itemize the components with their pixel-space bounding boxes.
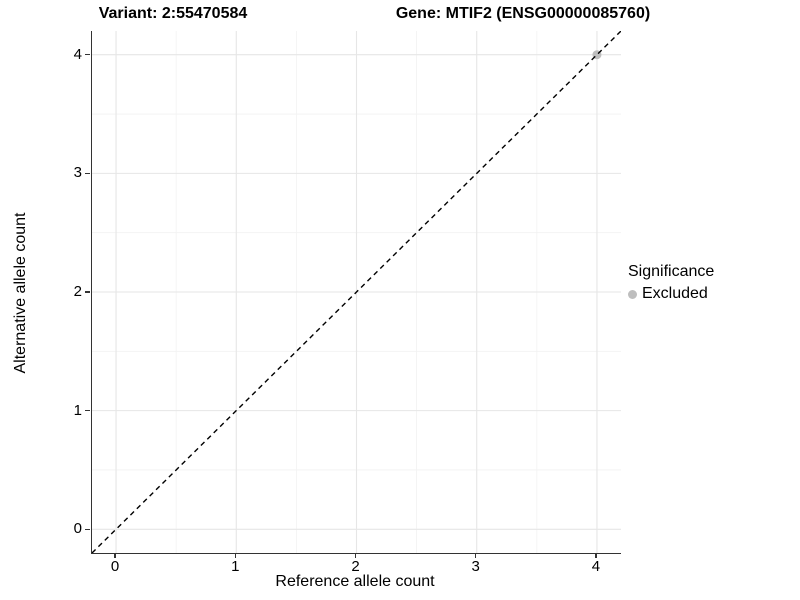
x-axis-tick-label: 0: [110, 558, 120, 575]
plot-panel: [91, 31, 621, 554]
y-axis-tick-mark: [85, 528, 90, 531]
x-axis-tick-mark: [234, 553, 237, 558]
x-axis-title: Reference allele count: [275, 573, 435, 590]
legend-title: Significance: [628, 263, 715, 280]
x-axis-tick-label: 2: [351, 558, 360, 575]
y-axis-tick-mark: [85, 291, 90, 293]
y-axis-tick-label: 1: [73, 401, 82, 419]
x-axis-tick-mark: [474, 553, 477, 558]
plot-title-variant: Variant: 2:55470584: [98, 5, 248, 22]
y-axis-tick-label: 0: [73, 520, 82, 538]
y-axis-tick-mark: [85, 409, 90, 412]
y-axis-tick-mark: [85, 53, 90, 56]
x-axis-tick-mark: [354, 553, 357, 558]
legend-item-excluded: Excluded: [628, 285, 714, 303]
legend-item-label: Excluded: [642, 285, 708, 302]
x-axis-tick-label: 4: [591, 558, 601, 575]
y-axis-tick-label: 2: [73, 283, 82, 300]
plot-title-gene: Gene: MTIF2 (ENSG00000085760): [395, 5, 651, 22]
excluded-point-icon: [628, 289, 637, 299]
y-axis-tick-label: 3: [73, 164, 82, 182]
legend: Significance Excluded: [628, 263, 714, 303]
x-axis-tick-mark: [114, 553, 116, 558]
y-axis-tick-label: 4: [73, 45, 82, 63]
y-axis-title: Alternative allele count: [12, 212, 29, 374]
x-axis-tick-mark: [595, 553, 597, 558]
x-axis-tick-label: 3: [471, 558, 480, 575]
y-axis-tick-mark: [85, 172, 90, 175]
x-axis-tick-label: 1: [231, 558, 240, 575]
